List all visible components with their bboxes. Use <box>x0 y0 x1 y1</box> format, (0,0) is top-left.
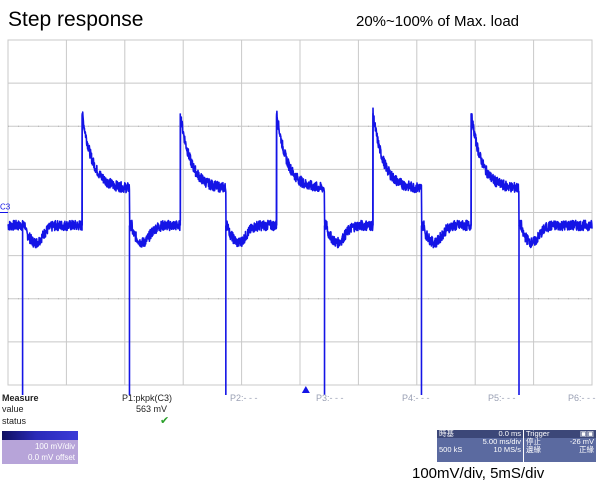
timebase-samples: 500 kS <box>439 445 463 454</box>
p6-measure-slot[interactable]: P6:- - - <box>568 393 596 403</box>
measure-status-label: status <box>2 416 27 426</box>
trigger-source-icon: ▣▣ <box>579 429 594 438</box>
trigger-heading: Trigger <box>526 429 550 438</box>
page-title: Step response <box>8 8 144 31</box>
c3-trace <box>7 107 593 249</box>
waveform-trace <box>7 107 593 395</box>
measure-value-label: value <box>2 404 24 414</box>
timebase-tdiv: 5.00 ms/div <box>482 437 521 446</box>
trigger-type: 邊緣 <box>526 445 541 454</box>
trigger-level: -26 mV <box>569 437 594 446</box>
p4-measure-slot[interactable]: P4:- - - <box>402 393 430 403</box>
oscilloscope-screen: C3 <box>0 39 593 395</box>
channel-offset: 0.0 mV offset <box>28 453 75 462</box>
graticule <box>7 39 593 386</box>
p2-measure-slot[interactable]: P2:- - - <box>230 393 258 403</box>
timebase-panel[interactable]: 時基 0.0 ms 5.00 ms/div 500 kS 10 MS/s <box>437 430 523 462</box>
load-range-subtitle: 20%~100% of Max. load <box>356 13 520 30</box>
channel-ground-marker: C3 <box>0 203 11 212</box>
timebase-heading: 時基 <box>439 429 454 438</box>
p3-measure-slot[interactable]: P3:- - - <box>316 393 344 403</box>
trigger-panel[interactable]: Trigger ▣▣ 停止 -26 mV 邊緣 正緣 <box>524 430 596 462</box>
p1-measure-value: 563 mV <box>136 404 168 414</box>
p5-measure-slot[interactable]: P5:- - - <box>488 393 516 403</box>
trigger-mode: 停止 <box>526 437 541 446</box>
trigger-slope: 正緣 <box>579 445 594 454</box>
trigger-position-marker <box>301 386 310 393</box>
channel-color-bar <box>2 431 78 440</box>
channel-vdiv: 100 mV/div <box>34 442 75 451</box>
timebase-rate: 10 MS/s <box>493 445 521 454</box>
p1-status-check-icon: ✔ <box>160 415 170 427</box>
p1-measure-name[interactable]: P1:pkpk(C3) <box>122 393 173 403</box>
measure-heading: Measure <box>2 393 39 403</box>
timebase-delay: 0.0 ms <box>498 429 521 438</box>
channel-c3-descriptor[interactable]: 100 mV/div 0.0 mV offset <box>2 431 78 464</box>
markers: C3 <box>0 203 310 393</box>
scale-note: 100mV/div, 5mS/div <box>412 465 545 482</box>
